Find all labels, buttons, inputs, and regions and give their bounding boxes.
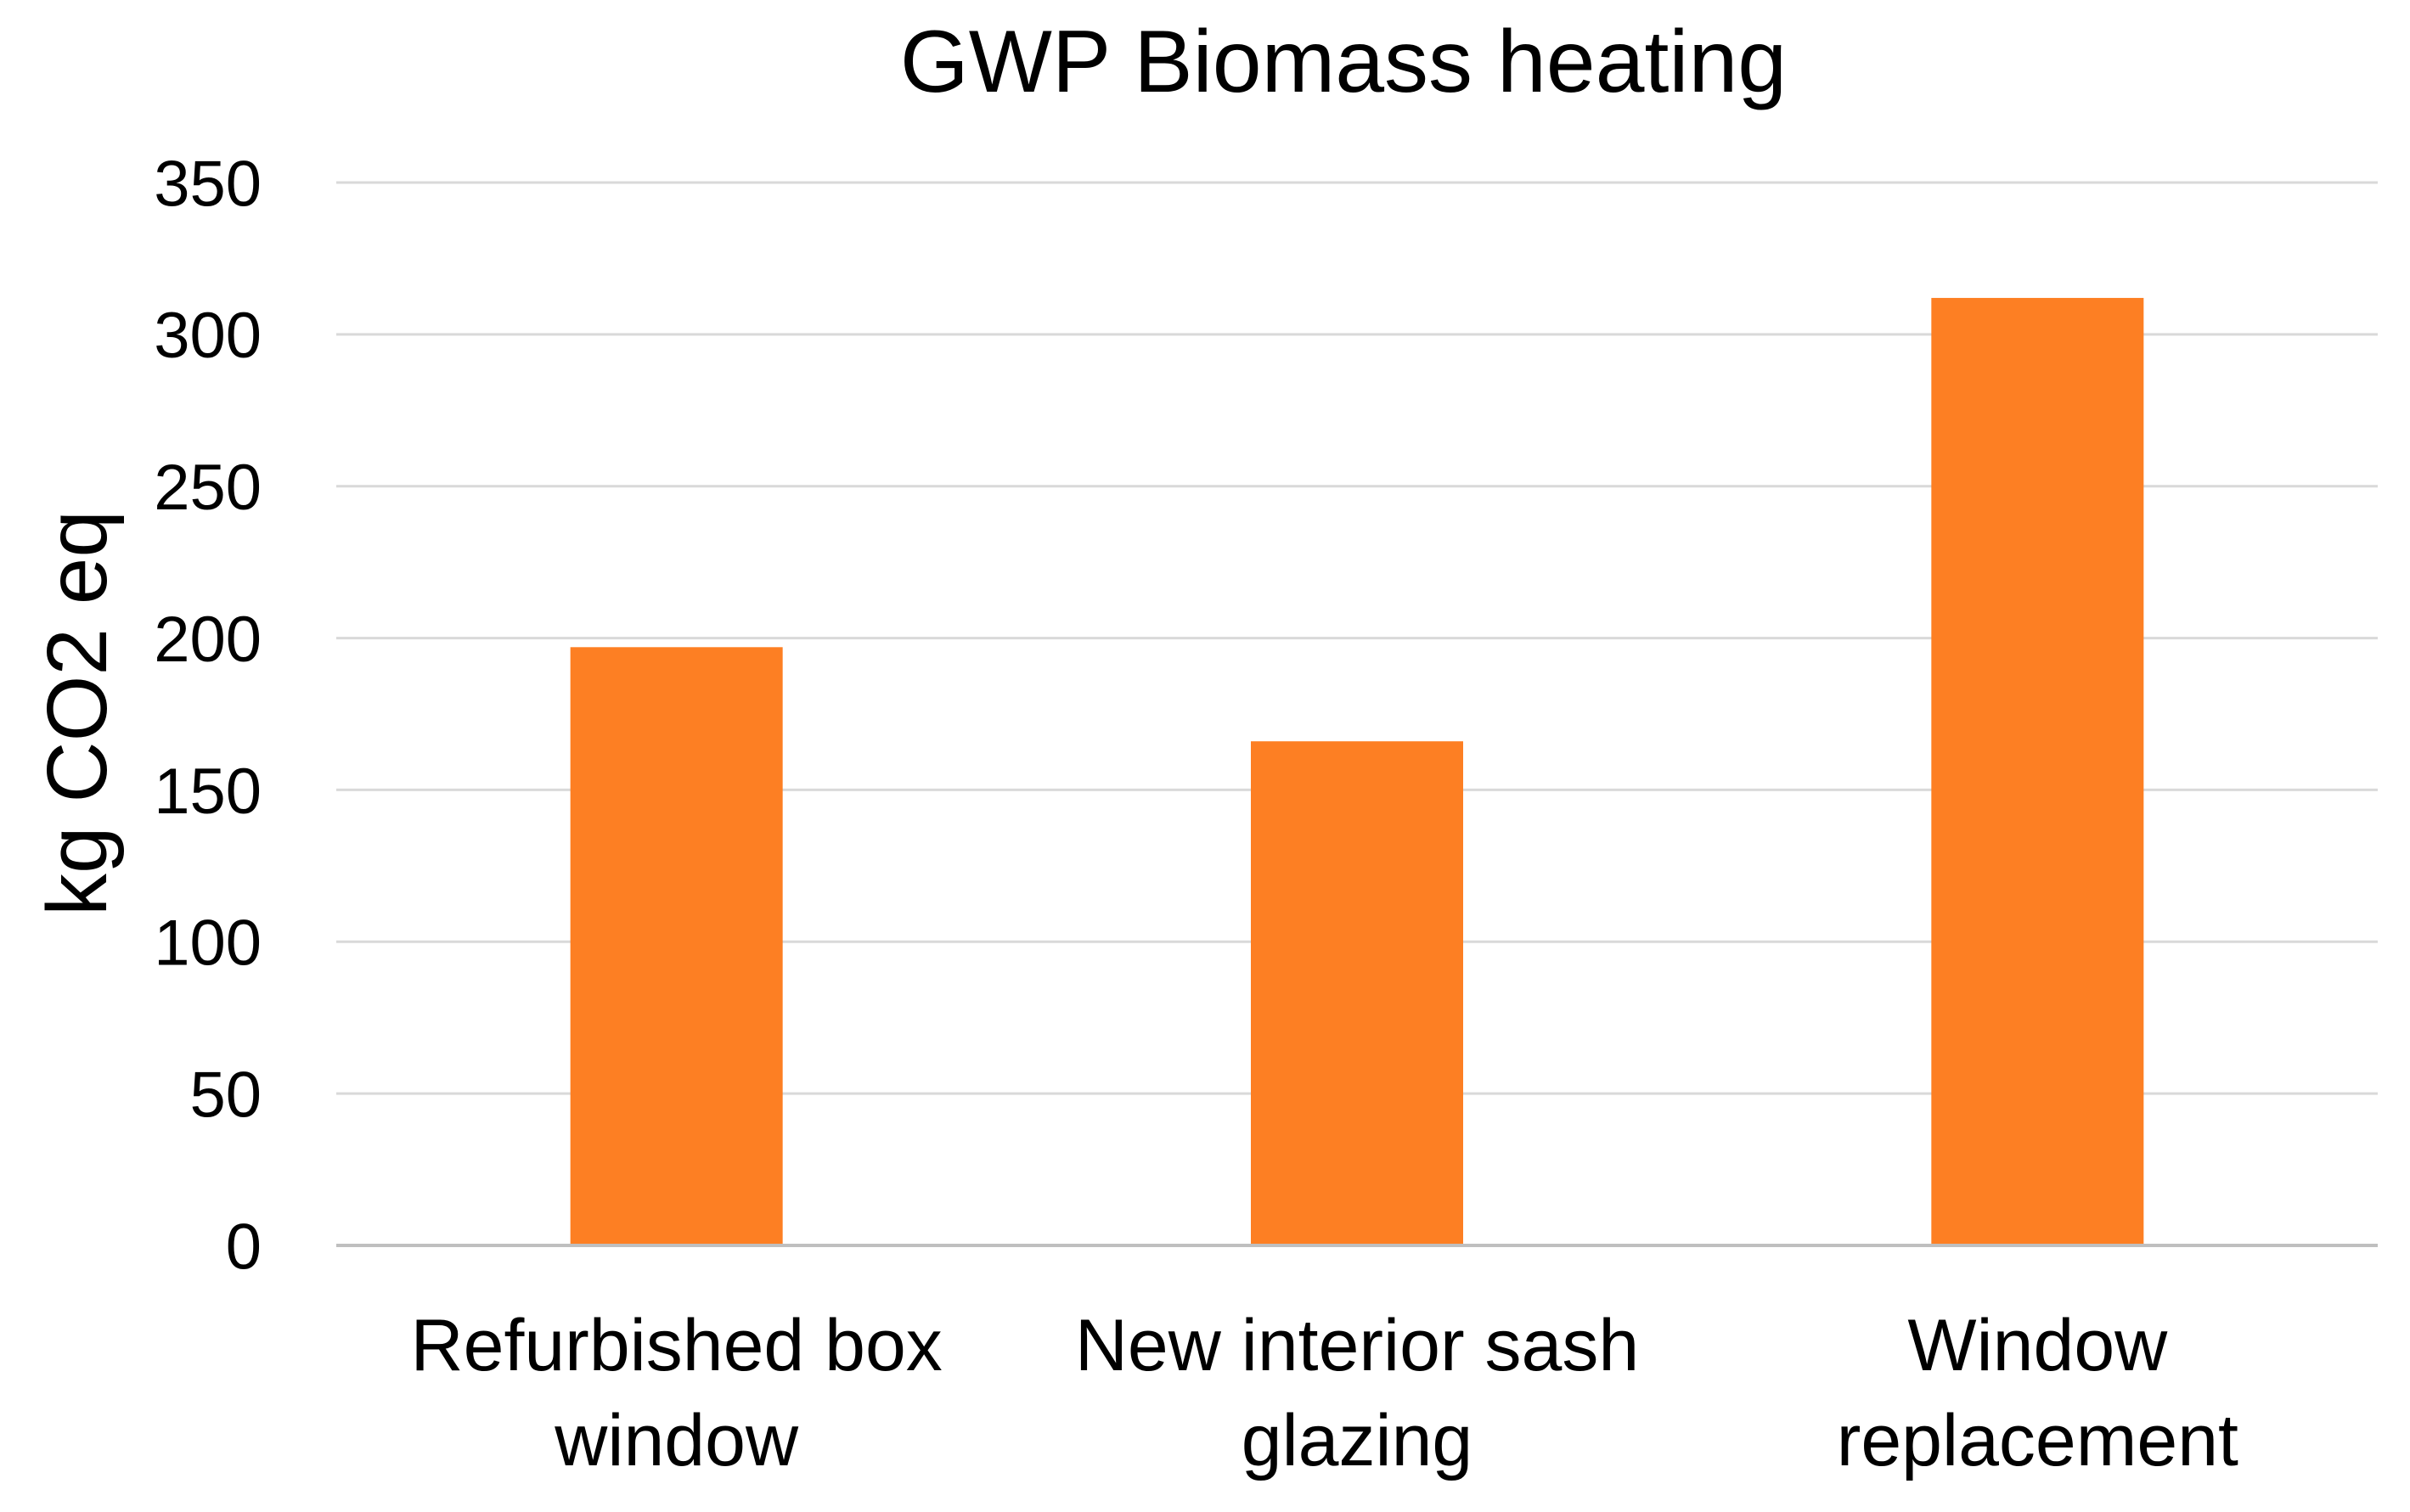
bar <box>1251 741 1463 1245</box>
y-tick-label: 50 <box>189 1060 262 1132</box>
x-tick-label: window <box>554 1400 799 1481</box>
x-tick-label: glazing <box>1242 1400 1473 1481</box>
x-tick-label: Refurbished box <box>411 1305 943 1386</box>
x-tick-label: Window <box>1907 1305 2168 1386</box>
y-tick-label: 250 <box>154 452 262 524</box>
y-tick-label: 150 <box>154 756 262 828</box>
bar <box>1931 297 2144 1246</box>
y-axis-ticks: 0 50 100 150 200 250 300 350 <box>154 148 262 1283</box>
bars <box>570 297 2144 1246</box>
y-axis-label: kg CO2 eq <box>30 510 125 916</box>
x-tick-label: New interior sash <box>1075 1305 1639 1386</box>
y-tick-label: 100 <box>154 908 262 980</box>
y-tick-label: 200 <box>154 604 262 676</box>
chart-title: GWP Biomass heating <box>900 13 1787 111</box>
y-tick-label: 300 <box>154 300 262 372</box>
x-tick-label: replacement <box>1837 1400 2238 1481</box>
y-tick-label: 0 <box>226 1211 262 1283</box>
x-axis-ticks: Refurbished box window New interior sash gl… <box>411 1305 2239 1481</box>
bar <box>570 647 783 1245</box>
y-tick-label: 350 <box>154 148 262 220</box>
